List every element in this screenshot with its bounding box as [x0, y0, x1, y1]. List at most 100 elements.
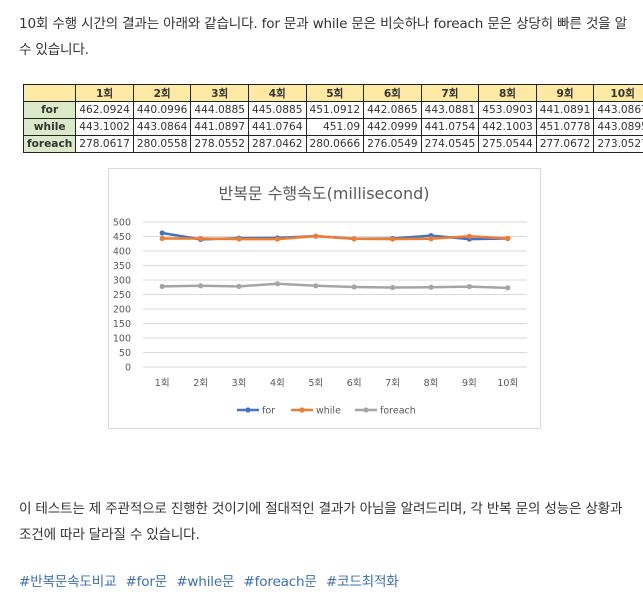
table-cell: 441.0891 — [535, 101, 595, 119]
x-tick-label: 3회 — [232, 378, 247, 389]
data-point-foreach — [466, 284, 472, 290]
column-header: 1회 — [75, 84, 134, 102]
legend-marker-foreach — [363, 407, 369, 413]
table-row: while 443.1002 443.0864 441.0897 441.076… — [22, 118, 643, 136]
table-cell: 462.0924 — [75, 101, 134, 119]
table-cell: 444.0885 — [190, 101, 249, 119]
y-tick-label: 450 — [113, 232, 131, 243]
row-label-for: for — [22, 101, 77, 119]
table-cell: 277.0672 — [535, 135, 595, 153]
data-point-foreach — [505, 285, 511, 291]
table-cell: 280.0666 — [305, 135, 365, 153]
y-tick-label: 350 — [113, 261, 131, 272]
data-point-foreach — [198, 283, 204, 289]
table-cell: 275.0544 — [478, 135, 537, 153]
table-row: foreach 278.0617 280.0558 278.0552 287.0… — [22, 135, 643, 153]
data-point-foreach — [351, 284, 357, 290]
legend-marker-for — [245, 407, 251, 413]
data-point-foreach — [274, 281, 280, 287]
data-point-foreach — [428, 284, 434, 290]
data-point-for — [159, 230, 165, 236]
data-point-while — [274, 236, 280, 242]
legend-marker-while — [299, 407, 305, 413]
table-cell: 442.0999 — [363, 118, 422, 136]
table-header-row: 1회 2회 3회 4회 5회 6회 7회 8회 9회 10회 — [22, 84, 643, 102]
table-cell: 280.0558 — [132, 135, 192, 153]
y-tick-label: 50 — [119, 348, 131, 359]
data-point-while — [466, 233, 472, 239]
column-header: 5회 — [305, 84, 365, 102]
data-point-while — [198, 235, 204, 242]
row-label-foreach: foreach — [22, 135, 77, 153]
tag-list: #반복문속도비교 #for문 #while문 #foreach문 #코드최적화 — [19, 570, 404, 590]
column-header: 10회 — [593, 84, 643, 102]
x-tick-label: 8회 — [424, 378, 439, 389]
table-cell: 443.1002 — [75, 118, 134, 136]
y-tick-label: 150 — [113, 319, 131, 330]
column-header: 9회 — [535, 84, 595, 102]
table-cell: 442.0865 — [363, 101, 422, 119]
data-point-while — [313, 233, 319, 239]
table-cell: 441.0897 — [190, 118, 249, 136]
tag-link[interactable]: #for문 — [125, 574, 168, 590]
series-line-foreach — [162, 282, 508, 290]
y-tick-label: 100 — [113, 334, 131, 345]
table-cell: 451.09 — [305, 118, 365, 136]
data-point-foreach — [236, 283, 242, 289]
table-cell: 453.0903 — [478, 101, 537, 119]
data-point-while — [390, 236, 396, 242]
data-point-foreach — [159, 283, 165, 289]
table-cell: 443.0881 — [420, 101, 480, 119]
x-tick-label: 4회 — [270, 378, 285, 389]
table-cell: 278.0552 — [190, 135, 249, 153]
table-cell: 440.0996 — [132, 101, 192, 119]
data-point-foreach — [390, 284, 396, 291]
y-tick-label: 250 — [113, 290, 131, 301]
tag-link[interactable]: #코드최적화 — [325, 574, 399, 590]
table-cell: 274.0545 — [420, 135, 480, 153]
legend-label-while: while — [316, 406, 341, 417]
data-point-while — [428, 236, 434, 242]
x-tick-label: 5회 — [308, 378, 323, 389]
intro-paragraph: 10회 수행 시간의 결과는 아래와 같습니다. for 문과 while 문은… — [19, 16, 627, 58]
note-paragraph: 이 테스트는 제 주관적으로 진행한 것이기에 절대적인 결과가 아님을 알려드… — [19, 501, 623, 543]
x-tick-label: 6회 — [347, 378, 362, 389]
table-cell: 451.0778 — [535, 118, 595, 136]
table-cell: 441.0764 — [247, 118, 307, 136]
data-point-while — [351, 236, 357, 242]
line-chart: 반복문 수행속도(millisecond) 0 50 100 150 200 250 300 3… — [108, 168, 541, 429]
data-point-while — [236, 236, 242, 242]
y-tick-label: 500 — [113, 218, 131, 229]
column-header: 8회 — [478, 84, 537, 102]
y-tick-label: 0 — [125, 363, 131, 374]
chart-canvas: 반복문 수행속도(millisecond) 0 50 100 150 200 250 300 3… — [113, 184, 527, 417]
tag-link[interactable]: #while문 — [176, 574, 235, 590]
table-corner-cell — [22, 84, 77, 102]
data-point-while — [505, 235, 511, 242]
column-header: 2회 — [132, 84, 192, 102]
data-point-while — [159, 235, 165, 242]
y-tick-label: 400 — [113, 247, 131, 258]
table-cell: 278.0617 — [75, 135, 134, 153]
table-cell: 443.0864 — [132, 118, 192, 136]
row-label-while: while — [22, 118, 77, 136]
table-cell: 445.0885 — [247, 101, 307, 119]
x-tick-label: 7회 — [385, 378, 400, 389]
tag-link[interactable]: #foreach문 — [243, 574, 317, 590]
table-cell: 451.0912 — [305, 101, 365, 119]
table-cell: 273.0527 — [593, 135, 643, 153]
legend-label-for: for — [262, 406, 275, 417]
column-header: 7회 — [420, 84, 480, 102]
data-point-foreach — [313, 283, 319, 289]
column-header: 6회 — [363, 84, 422, 102]
table-cell: 443.0895 — [593, 118, 643, 136]
column-header: 4회 — [247, 84, 307, 102]
table-row: for 462.0924 440.0996 444.0885 445.0885 … — [22, 101, 643, 119]
results-table: 1회 2회 3회 4회 5회 6회 7회 8회 9회 10회 for 462.0… — [22, 84, 643, 153]
tag-link[interactable]: #반복문속도비교 — [19, 574, 117, 590]
legend-label-foreach: foreach — [380, 406, 416, 417]
x-tick-label: 1회 — [155, 378, 170, 389]
x-tick-label: 9회 — [462, 378, 477, 389]
x-tick-label: 10회 — [497, 378, 518, 389]
chart-title: 반복문 수행속도(millisecond) — [218, 184, 429, 203]
